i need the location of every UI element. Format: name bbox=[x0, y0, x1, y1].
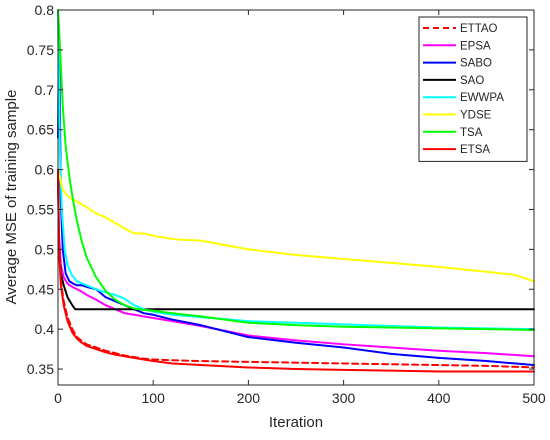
series-line-tsa bbox=[57, 9, 535, 331]
series-layer bbox=[57, 9, 535, 373]
legend-label-tsa: TSA bbox=[460, 127, 483, 139]
series-line-ettao bbox=[57, 168, 535, 369]
y-axis-title: Average MSE of training sample bbox=[3, 90, 20, 305]
series-line-ydse bbox=[57, 168, 535, 283]
x-tick-label: 400 bbox=[427, 390, 451, 406]
y-tick-label: 0.35 bbox=[27, 361, 54, 377]
x-axis: 0 100 200 300 400 500 bbox=[54, 10, 546, 406]
y-tick-label: 0.55 bbox=[27, 201, 54, 217]
legend: ETTAO EPSA SABO SAO EWWPA YDSE TSA ETSA bbox=[418, 16, 528, 162]
y-tick-label: 0.8 bbox=[35, 2, 55, 18]
y-tick-label: 0.5 bbox=[35, 241, 55, 257]
x-tick-label: 200 bbox=[237, 390, 261, 406]
y-axis: 0.35 0.4 0.45 0.5 0.55 0.6 0.65 0.7 0.75 0.8 bbox=[27, 2, 534, 377]
y-tick-label: 0.6 bbox=[35, 162, 55, 178]
legend-label-ewwpa: EWWPA bbox=[460, 92, 504, 104]
series-line-epsa bbox=[57, 168, 535, 358]
legend-label-ettao: ETTAO bbox=[460, 23, 498, 35]
x-tick-label: 100 bbox=[142, 390, 166, 406]
y-tick-label: 0.45 bbox=[27, 281, 54, 297]
series-line-sabo bbox=[57, 24, 535, 367]
legend-label-sao: SAO bbox=[460, 75, 484, 87]
y-tick-label: 0.65 bbox=[27, 122, 54, 138]
y-tick-label: 0.7 bbox=[35, 82, 55, 98]
x-tick-label: 0 bbox=[54, 390, 62, 406]
plot-frame bbox=[57, 9, 535, 386]
legend-label-etsa: ETSA bbox=[460, 144, 490, 156]
series-line-ewwpa bbox=[57, 9, 535, 331]
x-axis-title: Iteration bbox=[269, 414, 323, 431]
x-tick-label: 300 bbox=[332, 390, 356, 406]
legend-label-epsa: EPSA bbox=[460, 40, 491, 52]
y-tick-label: 0.4 bbox=[35, 321, 55, 337]
x-tick-label: 500 bbox=[522, 390, 546, 406]
legend-label-sabo: SABO bbox=[460, 58, 492, 70]
y-tick-label: 0.75 bbox=[27, 42, 54, 58]
legend-box bbox=[418, 16, 528, 162]
legend-label-ydse: YDSE bbox=[460, 110, 492, 122]
